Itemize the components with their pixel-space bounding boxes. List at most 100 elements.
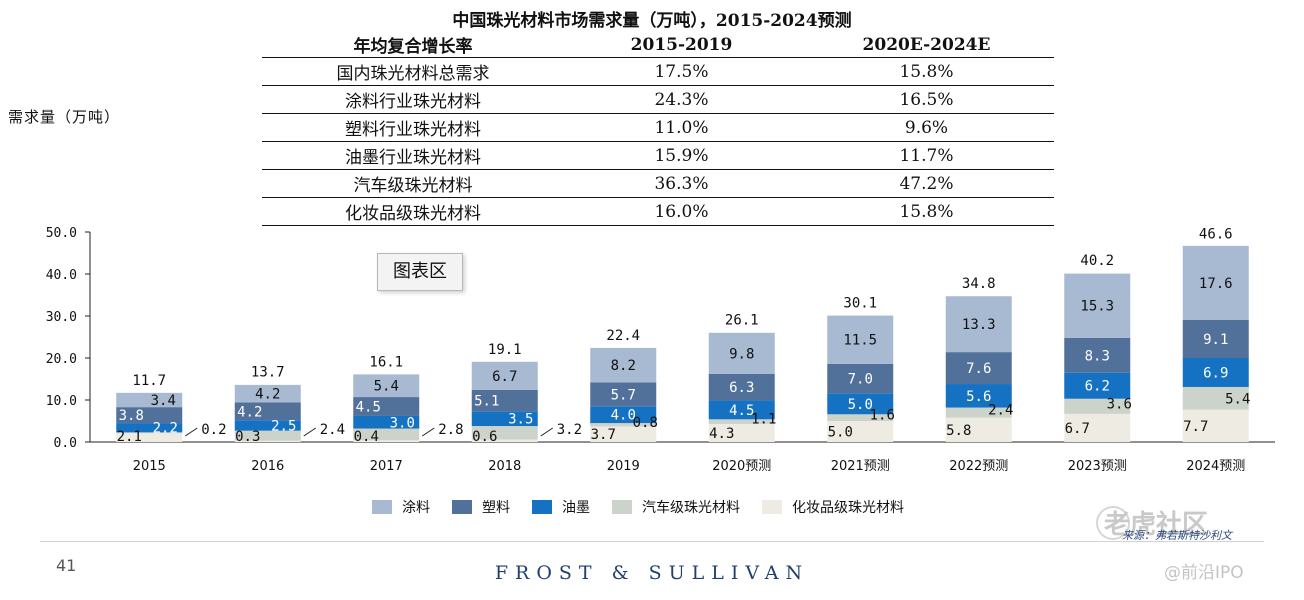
legend-item: 涂料 bbox=[372, 497, 430, 517]
legend-label: 汽车级珠光材料 bbox=[642, 500, 740, 516]
bar-data-label: 1.1 bbox=[751, 412, 776, 428]
bar-segment bbox=[827, 315, 894, 364]
chart-zone-tooltip: 图表区 bbox=[377, 253, 463, 291]
legend-swatch bbox=[452, 500, 472, 514]
bar-data-label: 17.6 bbox=[1199, 276, 1233, 292]
bar-data-label: 4.3 bbox=[709, 426, 734, 442]
bar-total-label: 19.1 bbox=[488, 342, 522, 358]
cagr-row-label: 塑料行业珠光材料 bbox=[262, 113, 564, 142]
bar-segment bbox=[590, 423, 657, 427]
legend-item: 塑料 bbox=[452, 497, 510, 517]
bar-data-label: 3.5 bbox=[508, 412, 533, 428]
bar-segment bbox=[234, 430, 301, 441]
bar-segment bbox=[471, 439, 538, 442]
bar-segment bbox=[1182, 409, 1249, 442]
bar-segment bbox=[827, 363, 894, 394]
y-tick-label: 30.0 bbox=[46, 310, 77, 325]
bar-segment bbox=[116, 423, 183, 433]
bar-total-label: 26.1 bbox=[725, 312, 759, 328]
bar-segment bbox=[116, 392, 183, 408]
bar-segment bbox=[708, 423, 775, 442]
bar-segment bbox=[1182, 319, 1249, 358]
bar-segment bbox=[827, 414, 894, 421]
cagr-row-label: 汽车级珠光材料 bbox=[262, 169, 564, 198]
bar-segment bbox=[1182, 245, 1249, 320]
bar-segment bbox=[945, 352, 1012, 385]
bar-data-label: 0.4 bbox=[354, 429, 379, 445]
bar-segment bbox=[1182, 358, 1249, 387]
legend-label: 涂料 bbox=[402, 500, 430, 516]
bar-data-label: 3.6 bbox=[1107, 396, 1132, 412]
bar-data-label: 4.2 bbox=[255, 387, 280, 403]
cagr-row-value-2: 9.6% bbox=[799, 113, 1054, 142]
bar-data-label: 2.8 bbox=[438, 422, 463, 438]
cagr-row: 化妆品级珠光材料 16.0% 15.8% bbox=[262, 197, 1054, 226]
bar-data-label: 6.7 bbox=[1065, 421, 1090, 437]
y-tick-label: 20.0 bbox=[46, 352, 77, 367]
bar-data-label: 4.2 bbox=[237, 404, 262, 420]
bar-data-label: 1.6 bbox=[870, 408, 895, 424]
bar-data-label: 2.2 bbox=[153, 421, 178, 437]
bar-data-label: 8.3 bbox=[1085, 348, 1110, 364]
legend-swatch bbox=[532, 500, 552, 514]
cagr-row-label: 油墨行业珠光材料 bbox=[262, 141, 564, 170]
bar-data-label: 8.2 bbox=[611, 358, 636, 374]
bar-segment bbox=[353, 428, 420, 441]
cagr-row-value-2: 47.2% bbox=[799, 169, 1054, 198]
cagr-row-value-1: 36.3% bbox=[564, 169, 799, 198]
x-tick-label: 2015 bbox=[133, 459, 166, 474]
bar-data-label: 2.5 bbox=[271, 418, 296, 434]
bar-segment bbox=[590, 406, 657, 424]
cagr-row: 油墨行业珠光材料 15.9% 11.7% bbox=[262, 141, 1054, 170]
cagr-row-value-1: 24.3% bbox=[564, 85, 799, 114]
bar-segment bbox=[590, 382, 657, 407]
bar-segment bbox=[1182, 386, 1249, 410]
bar-segment bbox=[234, 402, 301, 421]
y-tick-label: 40.0 bbox=[46, 268, 77, 283]
legend-item: 油墨 bbox=[532, 497, 590, 517]
cagr-table: 年均复合增长率 2015-2019 2020E-2024E 国内珠光材料总需求 … bbox=[262, 32, 1054, 226]
bar-segment bbox=[590, 347, 657, 383]
bar-data-label: 0.3 bbox=[235, 429, 260, 445]
bar-data-label: 5.4 bbox=[1225, 391, 1250, 407]
source-note: 来源：弗若斯特沙利文 bbox=[1122, 529, 1232, 542]
bar-data-label: 3.4 bbox=[151, 393, 176, 409]
x-tick-label: 2016 bbox=[251, 459, 284, 474]
stacked-bar-chart: 0.0 10.0 20.0 30.0 40.0 50.0 2.1 0.2 2.2 3.8 3.4 11… bbox=[46, 226, 1275, 474]
bar-data-label: 3.2 bbox=[557, 422, 582, 438]
bar-segment bbox=[590, 426, 657, 442]
bar-data-label: 5.4 bbox=[374, 379, 399, 395]
bar-segment bbox=[234, 440, 301, 442]
bar-data-label: 5.6 bbox=[966, 389, 991, 405]
bar-data-label: 0.6 bbox=[472, 429, 497, 445]
bar-segment bbox=[116, 433, 183, 442]
legend-label: 塑料 bbox=[482, 500, 510, 516]
cagr-row-value-2: 16.5% bbox=[799, 85, 1054, 114]
bar-data-label: 9.1 bbox=[1203, 332, 1228, 348]
watermark-logo-icon bbox=[1096, 506, 1130, 540]
x-tick-label: 2022预测 bbox=[949, 459, 1008, 474]
bar-segment bbox=[945, 407, 1012, 418]
bar-total-label: 22.4 bbox=[606, 328, 640, 344]
bar-data-label: 2.1 bbox=[117, 429, 142, 445]
leader-line bbox=[303, 427, 317, 437]
bar-total-label: 11.7 bbox=[132, 373, 166, 389]
bar-data-label: 2.4 bbox=[320, 422, 345, 438]
bar-data-label: 0.2 bbox=[201, 422, 226, 438]
bar-data-label: 3.8 bbox=[119, 408, 144, 424]
bar-data-label: 6.3 bbox=[729, 380, 754, 396]
bar-data-label: 9.8 bbox=[729, 346, 754, 362]
bar-data-label: 7.7 bbox=[1183, 419, 1208, 435]
bar-segment bbox=[708, 400, 775, 420]
cagr-row-value-1: 15.9% bbox=[564, 141, 799, 170]
bar-data-label: 3.0 bbox=[390, 415, 415, 431]
bar-segment bbox=[1064, 398, 1131, 414]
legend-label: 油墨 bbox=[562, 500, 590, 516]
bar-segment bbox=[353, 440, 420, 442]
legend-label: 化妆品级珠光材料 bbox=[792, 500, 904, 516]
bar-total-label: 16.1 bbox=[369, 354, 403, 370]
bar-segment bbox=[945, 296, 1012, 353]
bar-data-label: 5.1 bbox=[474, 394, 499, 410]
y-axis-label: 需求量（万吨） bbox=[8, 108, 121, 126]
chart-legend: 涂料 塑料 油墨 汽车级珠光材料 化妆品级珠光材料 bbox=[372, 497, 926, 517]
